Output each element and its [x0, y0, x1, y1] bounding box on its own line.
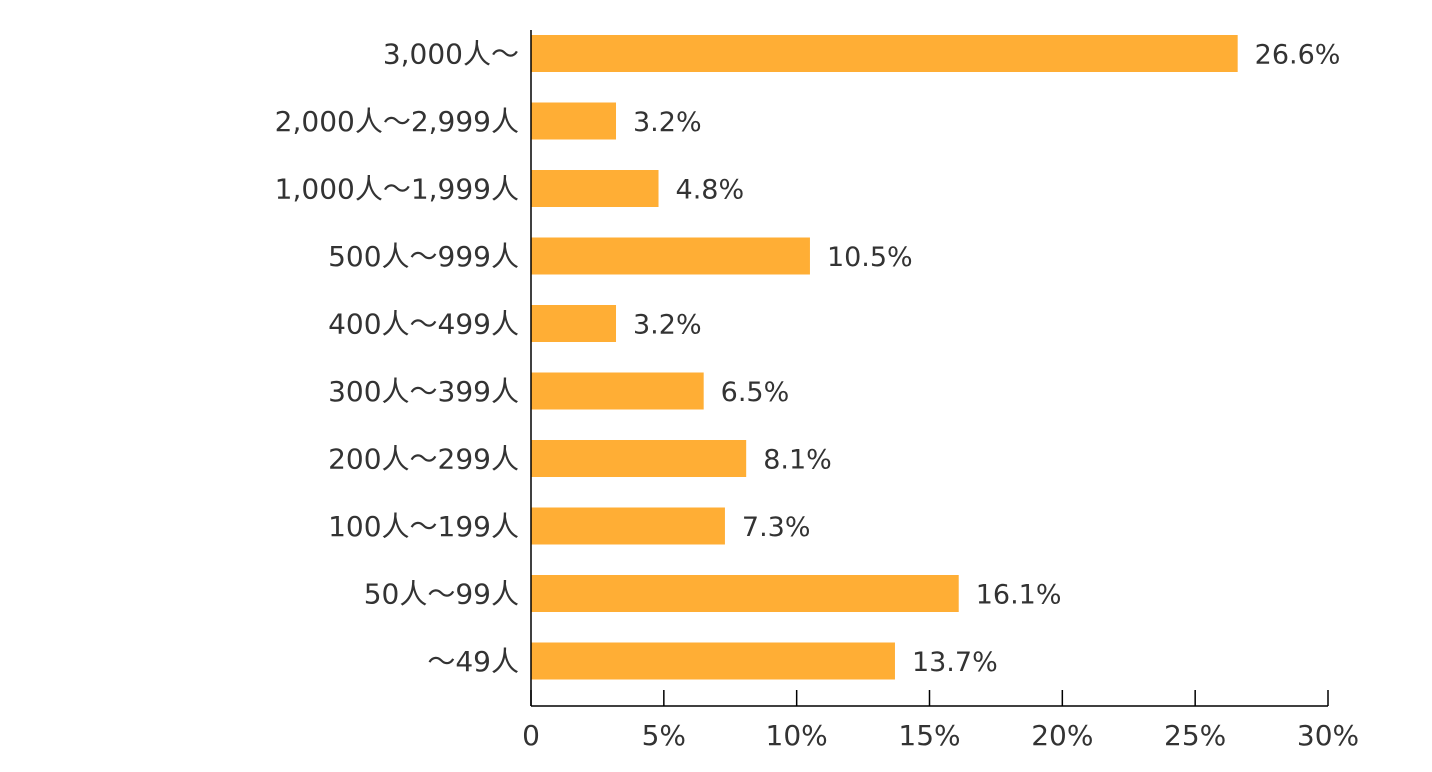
data-label: 6.5% — [721, 377, 790, 408]
category-label: 500人～999人 — [328, 240, 519, 273]
bar — [531, 575, 959, 612]
x-tick-label: 25% — [1164, 719, 1226, 752]
data-label: 10.5% — [827, 242, 913, 273]
data-label: 8.1% — [763, 445, 832, 476]
data-label: 13.7% — [912, 647, 998, 678]
x-tick-label: 5% — [642, 719, 686, 752]
category-label: 300人～399人 — [328, 375, 519, 408]
bars-group — [531, 35, 1238, 680]
data-label: 3.2% — [633, 107, 702, 138]
category-label: 200人～299人 — [328, 443, 519, 476]
x-tick-label: 15% — [898, 719, 960, 752]
bar — [531, 35, 1238, 72]
category-label: ～49人 — [427, 645, 519, 678]
bar — [531, 372, 704, 410]
x-tick-label: 0 — [522, 719, 540, 752]
data-label: 16.1% — [976, 580, 1062, 611]
data-label: 4.8% — [676, 175, 745, 206]
bar — [531, 237, 810, 275]
category-label: 50人～99人 — [364, 578, 519, 611]
data-label: 3.2% — [633, 310, 702, 341]
data-label: 7.3% — [742, 512, 811, 543]
bar — [531, 305, 617, 342]
x-tick-label: 20% — [1031, 719, 1093, 752]
data-label: 26.6% — [1255, 40, 1341, 71]
x-tick-label: 30% — [1297, 719, 1359, 752]
bar — [531, 440, 747, 477]
ticks-group: 0 5% 10% 15% 20% 25% 30% — [522, 690, 1359, 752]
x-tick-label: 10% — [766, 719, 828, 752]
category-label: 3,000人～ — [383, 38, 519, 71]
bar — [531, 642, 895, 680]
category-label: 2,000人～2,999人 — [275, 105, 519, 138]
bar — [531, 170, 659, 207]
bar — [531, 507, 725, 545]
category-labels-group: 3,000人～ 2,000人～2,999人 1,000人～1,999人 500人～99… — [275, 38, 519, 679]
category-label: 400人～499人 — [328, 308, 519, 341]
category-label: 1,000人～1,999人 — [275, 173, 519, 206]
bar — [531, 102, 617, 140]
category-label: 100人～199人 — [328, 510, 519, 543]
value-labels-group: 26.6% 3.2% 4.8% 10.5% 3.2% 6.5% 8.1% 7.3% 16.1% 1… — [633, 40, 1340, 679]
